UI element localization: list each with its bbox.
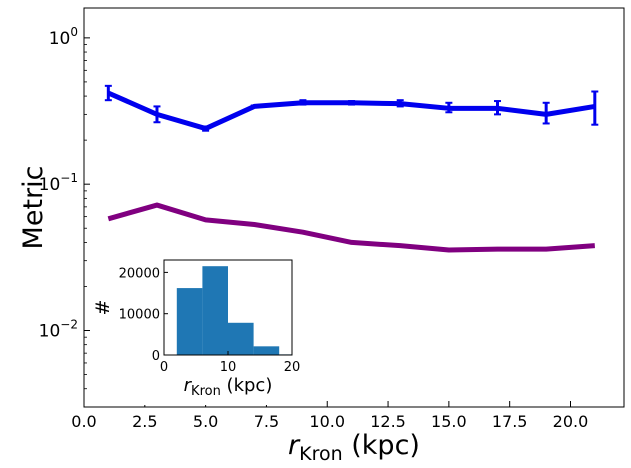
inset-x-tick-label: 10: [220, 360, 237, 375]
y-tick-label: 10−1: [39, 171, 78, 195]
inset-x-tick-label: 0: [160, 360, 168, 375]
x-axis-label: rKron (kpc): [288, 430, 420, 465]
x-tick-label: 20.0: [553, 412, 589, 431]
x-tick-label: 5.0: [193, 412, 218, 431]
plot-frame: [83, 7, 625, 408]
inset-y-tick-label: 0: [152, 349, 160, 364]
histogram-bar: [176, 288, 203, 355]
y-axis-label: Metric: [18, 166, 49, 250]
inset-x-tick-label: 20: [284, 360, 301, 375]
x-tick-label: 7.5: [254, 412, 279, 431]
inset-y-tick-label: 20000: [119, 266, 160, 281]
main-plot: 0.0 2.5 5.0 7.5 10.0 12.5 15.0 17.5 20.0 10−2 10−1…: [18, 7, 625, 465]
histogram-bar: [228, 322, 254, 355]
series-line-2: [107, 202, 595, 253]
histogram-bar: [202, 266, 228, 355]
inset-x-axis-label: rKron (kpc): [184, 375, 273, 399]
x-tick-label: 12.5: [370, 412, 406, 431]
x-tick-label: 17.5: [492, 412, 528, 431]
x-tick-label: 10.0: [309, 412, 345, 431]
x-tick-label: 0.0: [71, 412, 96, 431]
x-tick-label: 15.0: [431, 412, 467, 431]
histogram-bar: [253, 346, 280, 355]
x-tick-label: 2.5: [132, 412, 157, 431]
inset-y-axis-label: #: [92, 300, 114, 316]
series-line-1: [107, 90, 596, 132]
y-tick-label: 100: [49, 25, 78, 49]
inset-y-tick-label: 10000: [119, 308, 160, 323]
inset-histogram: 0 10 20 0 10000 20000 # rKron (kpc): [92, 250, 302, 405]
y-tick-label: 10−2: [39, 317, 78, 341]
